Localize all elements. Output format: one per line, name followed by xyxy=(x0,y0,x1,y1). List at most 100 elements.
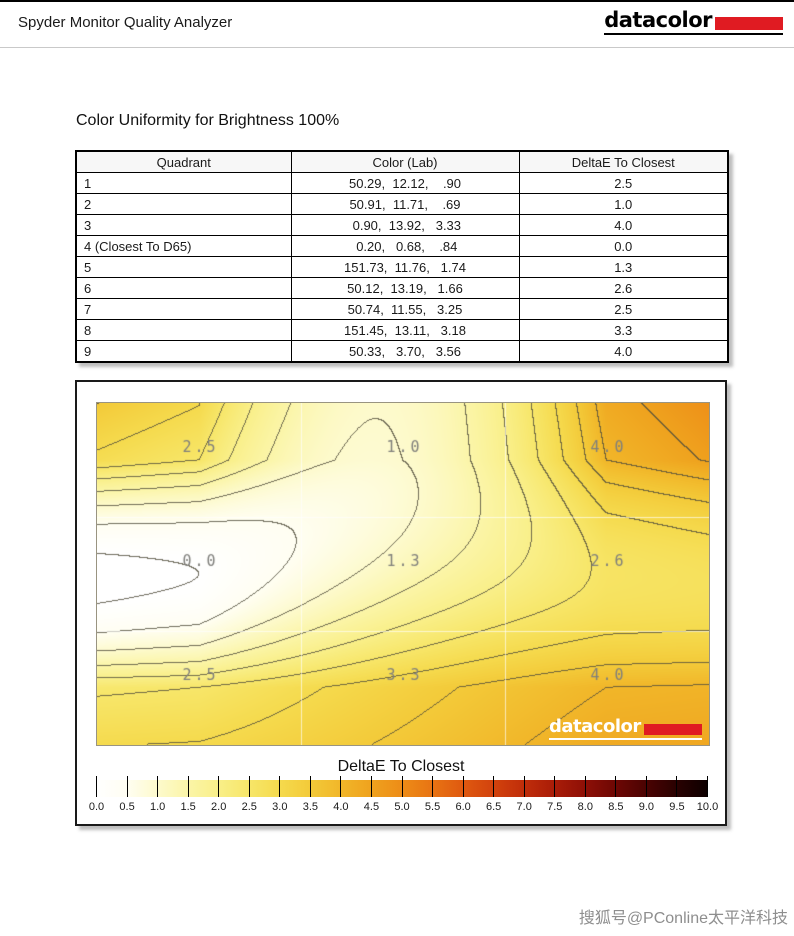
quadrant-table: Quadrant Color (Lab) DeltaE To Closest 1 50… xyxy=(75,150,729,363)
deltae-cell: 4.0 xyxy=(518,214,729,236)
colorbar-segment xyxy=(616,780,647,797)
lab-color-cell: 0.90, 13.92, 3.33 xyxy=(290,214,520,236)
colorbar-segment xyxy=(554,780,586,797)
colorbar-tick xyxy=(218,776,220,797)
table-row: 2 50.91, 11.71, .69 1.0 xyxy=(75,193,729,215)
table-header-row: Quadrant Color (Lab) DeltaE To Closest xyxy=(75,150,729,173)
colorbar-segment xyxy=(371,780,402,797)
colorbar-tick xyxy=(707,776,708,797)
deltae-cell: 3.3 xyxy=(518,319,729,341)
colorbar-segment xyxy=(310,780,341,797)
colorbar-tick xyxy=(309,776,311,797)
deltae-cell: 4.0 xyxy=(518,340,729,363)
table-body: 1 50.29, 12.12, .90 2.5 2 50.91, 11.71, .69 1… xyxy=(75,172,729,363)
quadrant-cell: 7 xyxy=(75,298,292,320)
quadrant-cell: 1 xyxy=(75,172,292,194)
colorbar-tick-label: 8.0 xyxy=(577,801,593,813)
column-header: Color (Lab) xyxy=(290,150,520,173)
deltae-cell: 0.0 xyxy=(518,235,729,257)
datacolor-logo-text: datacolor xyxy=(604,8,712,32)
colorbar-tick-label: 7.0 xyxy=(516,801,532,813)
app-title: Spyder Monitor Quality Analyzer xyxy=(18,14,233,31)
colorbar-tick-label: 6.5 xyxy=(485,801,502,813)
lab-color-cell: 50.74, 11.55, 3.25 xyxy=(290,298,520,320)
colorbar-tick xyxy=(554,776,556,797)
colorbar-tick xyxy=(279,776,281,797)
colorbar-segment xyxy=(157,780,188,797)
colorbar-tick-label: 10.0 xyxy=(696,801,719,813)
lab-color-cell: 151.73, 11.76, 1.74 xyxy=(290,256,520,278)
watermark: 搜狐号@PConline太平洋科技 xyxy=(578,910,788,927)
deltae-cell: 2.5 xyxy=(518,298,729,320)
colorbar-tick-label: 9.5 xyxy=(669,801,685,813)
colorbar-tick xyxy=(340,776,342,797)
lab-color-cell: 50.12, 13.19, 1.66 xyxy=(290,277,520,299)
colorbar-tick xyxy=(493,776,495,797)
colorbar-segment xyxy=(585,780,617,797)
colorbar-segment xyxy=(401,780,433,797)
header-divider xyxy=(0,47,794,48)
deltae-cell: 2.5 xyxy=(518,172,729,194)
colorbar-tick-label: 2.5 xyxy=(241,801,257,813)
quadrant-cell: 6 xyxy=(75,277,292,299)
colorbar-segment xyxy=(279,780,311,797)
deltae-cell: 1.0 xyxy=(518,193,729,215)
quadrant-cell: 5 xyxy=(75,256,292,278)
colorbar-tick-label: 8.5 xyxy=(608,801,624,813)
colorbar-tick-label: 6.0 xyxy=(455,801,471,813)
colorbar-tick xyxy=(126,776,128,797)
quadrant-cell: 8 xyxy=(75,319,292,341)
datacolor-plot-logo: datacolor xyxy=(549,718,702,740)
table-row: 8 151.45, 13.11, 3.18 3.3 xyxy=(75,319,729,341)
colorbar-segment xyxy=(96,780,127,797)
colorbar-tick-label: 9.0 xyxy=(638,801,655,813)
colorbar-tick-label: 3.0 xyxy=(272,801,288,813)
colorbar-tick xyxy=(401,776,403,797)
table-row: 9 50.33, 3.70, 3.56 4.0 xyxy=(75,340,729,363)
datacolor-plot-logo-text: datacolor xyxy=(549,716,641,737)
uniformity-chart-panel: datacolor DeltaE To Closest 0.0 0.5 1.0 1.5… xyxy=(75,380,727,826)
lab-color-cell: 151.45, 13.11, 3.18 xyxy=(290,319,520,341)
quadrant-cell: 9 xyxy=(75,340,292,363)
colorbar-tick xyxy=(370,776,372,797)
colorbar-title: DeltaE To Closest xyxy=(337,758,465,775)
colorbar-segment xyxy=(524,780,555,797)
contour-canvas xyxy=(96,402,710,746)
colorbar-tick-label: 7.5 xyxy=(547,801,563,813)
colorbar-segment xyxy=(646,780,678,797)
colorbar-tick-label: 2.0 xyxy=(211,801,227,813)
page-title: Color Uniformity for Brightness 100% xyxy=(76,112,340,129)
colorbar-tick xyxy=(645,776,647,797)
colorbar-tick-label: 1.5 xyxy=(180,801,196,813)
colorbar-segment xyxy=(677,780,708,797)
table-row: 7 50.74, 11.55, 3.25 2.5 xyxy=(75,298,729,320)
colorbar-tick-label: 4.0 xyxy=(333,801,349,813)
datacolor-plot-logo-red-bar-icon xyxy=(643,724,702,735)
colorbar-segment xyxy=(432,780,464,797)
colorbar-tick xyxy=(462,776,464,797)
datacolor-logo-red-bar-icon xyxy=(715,17,783,30)
colorbar-tick-label: 0.0 xyxy=(88,801,105,813)
lab-color-cell: 50.91, 11.71, .69 xyxy=(290,193,520,215)
colorbar-tick-labels: 0.0 0.5 1.0 1.5 2.0 2.5 3.0 3.5 4.0 4.5 5.0 5.5 6.0 6… xyxy=(89,801,718,815)
colorbar-tick-label: 3.5 xyxy=(302,801,318,813)
lab-color-cell: 50.33, 3.70, 3.56 xyxy=(290,340,520,363)
quadrant-cell: 2 xyxy=(75,193,292,215)
colorbar-tick-label: 5.5 xyxy=(424,801,441,813)
colorbar-tick-label: 4.5 xyxy=(363,801,380,813)
colorbar-tick xyxy=(96,776,97,797)
colorbar-tick xyxy=(523,776,525,797)
lab-color-cell: 0.20, 0.68, .84 xyxy=(290,235,520,257)
colorbar xyxy=(96,776,708,797)
column-header: DeltaE To Closest xyxy=(518,150,729,173)
table-row: 3 0.90, 13.92, 3.33 4.0 xyxy=(75,214,729,236)
colorbar-tick-label: 1.0 xyxy=(149,801,166,813)
colorbar-tick xyxy=(676,776,678,797)
colorbar-segment xyxy=(248,780,280,797)
colorbar-tick xyxy=(157,776,159,797)
colorbar-segment xyxy=(463,780,494,797)
table-row: 5 151.73, 11.76, 1.74 1.3 xyxy=(75,256,729,278)
quadrant-cell: 3 xyxy=(75,214,292,236)
colorbar-tick xyxy=(187,776,189,797)
colorbar-segment xyxy=(340,780,372,797)
